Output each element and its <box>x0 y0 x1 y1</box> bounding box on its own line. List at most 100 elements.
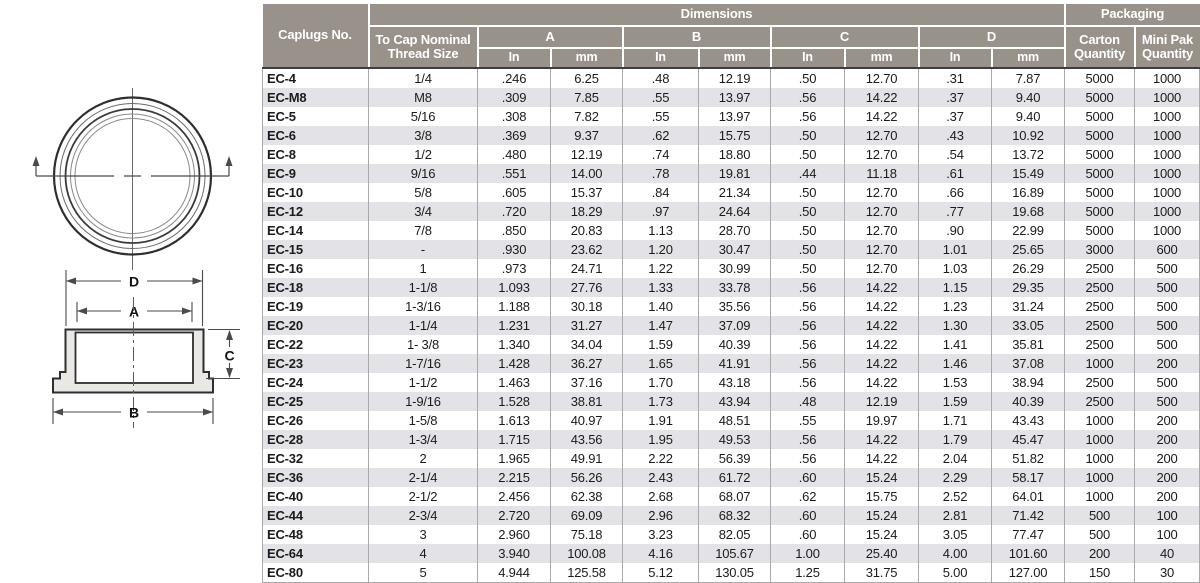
b-mm-cell: 30.99 <box>698 259 771 278</box>
a-mm-cell: 49.91 <box>550 449 623 468</box>
b-in-cell: 1.65 <box>622 354 699 373</box>
b-mm-cell: 48.51 <box>698 411 771 430</box>
caplugs-no-cell: EC-15 <box>262 240 369 259</box>
d-in-cell: .31 <box>918 68 992 88</box>
b-in-cell: .62 <box>622 126 699 145</box>
dim-label-a: A <box>129 304 139 320</box>
mini-pak-qty-cell: 500 <box>1134 316 1200 335</box>
a-mm-cell: 23.62 <box>550 240 623 259</box>
mini-pak-qty-cell: 500 <box>1134 335 1200 354</box>
table-row: EC-16 1 .973 24.71 1.22 30.99 .50 12.70 … <box>262 259 1200 278</box>
carton-qty-cell: 5000 <box>1064 68 1135 88</box>
c-in-cell: .55 <box>770 411 845 430</box>
a-in-cell: 1.428 <box>477 354 551 373</box>
spec-table-container: Caplugs No. Dimensions Packaging To Cap … <box>262 4 1200 583</box>
a-mm-cell: 20.83 <box>550 221 623 240</box>
b-mm-cell: 43.94 <box>698 392 771 411</box>
a-in-cell: 2.215 <box>477 468 551 487</box>
table-row: EC-18 1-1/8 1.093 27.76 1.33 33.78 .56 1… <box>262 278 1200 297</box>
a-in-cell: .551 <box>477 164 551 183</box>
b-in-cell: 2.68 <box>622 487 699 506</box>
dim-c-arrow-down <box>226 368 233 378</box>
col-header-thread-size: To Cap Nominal Thread Size <box>368 26 479 69</box>
a-mm-cell: 14.00 <box>550 164 623 183</box>
c-mm-cell: 14.22 <box>844 107 919 126</box>
dim-c-arrow-up <box>226 330 233 340</box>
thread-size-cell: 1-3/4 <box>368 430 478 449</box>
a-in-cell: 3.940 <box>477 544 551 563</box>
d-in-cell: .54 <box>918 145 992 164</box>
caplugs-no-cell: EC-44 <box>262 506 369 525</box>
b-mm-cell: 19.81 <box>698 164 771 183</box>
d-mm-cell: 43.43 <box>991 411 1065 430</box>
c-in-cell: .60 <box>770 525 845 544</box>
c-in-cell: .44 <box>770 164 845 183</box>
b-in-cell: 1.13 <box>622 221 699 240</box>
group-header-dimensions: Dimensions <box>368 4 1066 27</box>
d-in-cell: .43 <box>918 126 992 145</box>
c-mm-cell: 14.22 <box>844 88 919 107</box>
c-in-cell: .62 <box>770 487 845 506</box>
table-row: EC-20 1-1/4 1.231 31.27 1.47 37.09 .56 1… <box>262 316 1200 335</box>
b-mm-cell: 15.75 <box>698 126 771 145</box>
table-row: EC-26 1-5/8 1.613 40.97 1.91 48.51 .55 1… <box>262 411 1200 430</box>
thread-size-cell: 7/8 <box>368 221 478 240</box>
thread-size-cell: 5/16 <box>368 107 478 126</box>
caplugs-no-cell: EC-23 <box>262 354 369 373</box>
table-row: EC-80 5 4.944 125.58 5.12 130.05 1.25 31… <box>262 563 1200 583</box>
b-mm-cell: 49.53 <box>698 430 771 449</box>
a-mm-cell: 15.37 <box>550 183 623 202</box>
caplugs-no-cell: EC-20 <box>262 316 369 335</box>
a-in-cell: 2.456 <box>477 487 551 506</box>
carton-qty-cell: 2500 <box>1064 392 1135 411</box>
table-row: EC-4 1/4 .246 6.25 .48 12.19 .50 12.70 .… <box>262 68 1200 88</box>
col-group-b: B <box>622 26 772 49</box>
d-in-cell: 1.53 <box>918 373 992 392</box>
caplugs-no-cell: EC-14 <box>262 221 369 240</box>
a-in-cell: .308 <box>477 107 551 126</box>
thread-size-cell: 2-1/2 <box>368 487 478 506</box>
table-row: EC-14 7/8 .850 20.83 1.13 28.70 .50 12.7… <box>262 221 1200 240</box>
a-mm-cell: 69.09 <box>550 506 623 525</box>
unit-header-d-mm: mm <box>991 48 1066 69</box>
d-mm-cell: 77.47 <box>991 525 1065 544</box>
mini-pak-qty-cell: 1000 <box>1134 202 1200 221</box>
c-mm-cell: 12.70 <box>844 126 919 145</box>
d-mm-cell: 64.01 <box>991 487 1065 506</box>
table-row: EC-44 2-3/4 2.720 69.09 2.96 68.32 .60 1… <box>262 506 1200 525</box>
cap-technical-drawing: D A <box>0 0 262 583</box>
caplugs-no-cell: EC-5 <box>262 107 369 126</box>
thread-size-cell: M8 <box>368 88 478 107</box>
caplugs-no-cell: EC-28 <box>262 430 369 449</box>
b-in-cell: 1.47 <box>622 316 699 335</box>
carton-qty-cell: 5000 <box>1064 145 1135 164</box>
carton-qty-cell: 5000 <box>1064 202 1135 221</box>
d-mm-cell: 35.81 <box>991 335 1065 354</box>
thread-size-cell: 1-7/16 <box>368 354 478 373</box>
a-mm-cell: 38.81 <box>550 392 623 411</box>
d-mm-cell: 37.08 <box>991 354 1065 373</box>
d-in-cell: 5.00 <box>918 563 992 583</box>
carton-qty-cell: 1000 <box>1064 468 1135 487</box>
d-mm-cell: 13.72 <box>991 145 1065 164</box>
c-in-cell: .60 <box>770 506 845 525</box>
b-mm-cell: 13.97 <box>698 107 771 126</box>
dim-a-arrow-left <box>77 307 87 315</box>
d-mm-cell: 31.24 <box>991 297 1065 316</box>
d-mm-cell: 51.82 <box>991 449 1065 468</box>
table-row: EC-25 1-9/16 1.528 38.81 1.73 43.94 .48 … <box>262 392 1200 411</box>
cap-drawing-svg: D A <box>32 88 240 428</box>
dim-label-c: C <box>224 348 234 364</box>
b-mm-cell: 33.78 <box>698 278 771 297</box>
thread-size-cell: 1-5/8 <box>368 411 478 430</box>
caplugs-no-cell: EC-8 <box>262 145 369 164</box>
c-mm-cell: 25.40 <box>844 544 919 563</box>
thread-size-cell: 4 <box>368 544 478 563</box>
mini-pak-qty-cell: 500 <box>1134 259 1200 278</box>
table-row: EC-19 1-3/16 1.188 30.18 1.40 35.56 .56 … <box>262 297 1200 316</box>
d-mm-cell: 29.35 <box>991 278 1065 297</box>
carton-qty-cell: 500 <box>1064 506 1135 525</box>
carton-qty-cell: 200 <box>1064 544 1135 563</box>
b-mm-cell: 18.80 <box>698 145 771 164</box>
